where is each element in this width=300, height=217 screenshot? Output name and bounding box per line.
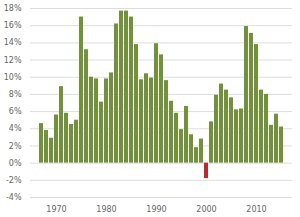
svg-text:-4%: -4% <box>6 193 22 202</box>
svg-text:2010: 2010 <box>246 205 266 214</box>
svg-text:10%: 10% <box>4 73 22 82</box>
svg-text:2%: 2% <box>9 142 22 151</box>
svg-text:2000: 2000 <box>196 205 216 214</box>
svg-text:0%: 0% <box>9 159 22 168</box>
svg-text:-2%: -2% <box>6 176 22 185</box>
svg-text:6%: 6% <box>9 107 22 116</box>
svg-text:4%: 4% <box>9 124 22 133</box>
svg-text:14%: 14% <box>4 38 22 47</box>
svg-text:1970: 1970 <box>46 205 66 214</box>
svg-text:18%: 18% <box>4 4 22 13</box>
svg-text:16%: 16% <box>4 21 22 30</box>
svg-text:8%: 8% <box>9 90 22 99</box>
svg-text:12%: 12% <box>4 56 22 65</box>
svg-text:1980: 1980 <box>96 205 116 214</box>
svg-text:1990: 1990 <box>146 205 166 214</box>
